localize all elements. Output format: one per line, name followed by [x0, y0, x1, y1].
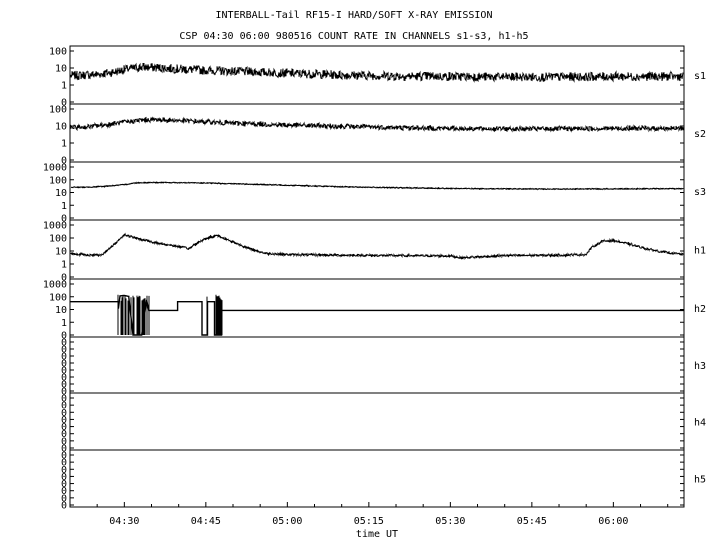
series-line-s1 [70, 62, 684, 83]
chart-title: INTERBALL-Tail RF15-I HARD/SOFT X-RAY EM… [216, 10, 493, 21]
x-tick-label: 05:45 [517, 516, 547, 527]
y-tick-label: 0 [61, 373, 67, 384]
y-tick-label: 0 [61, 345, 67, 356]
y-tick-label: 0 [61, 465, 67, 476]
y-tick-label: 0 [61, 415, 67, 426]
series-label: h2 [694, 304, 706, 315]
y-tick-label: 0 [61, 408, 67, 419]
series-label: h1 [694, 246, 706, 257]
y-tick-label: 0 [61, 458, 67, 469]
series-burst-h2 [117, 294, 150, 335]
y-tick-label: 10 [55, 64, 67, 75]
y-tick-label: 0 [61, 273, 67, 284]
series-label: s3 [694, 187, 706, 198]
series-line-s2 [70, 116, 684, 133]
y-tick-label: 0 [61, 436, 67, 447]
y-tick-label: 0 [61, 422, 67, 433]
panel-frame [69, 278, 685, 338]
y-tick-label: 1000 [43, 163, 67, 174]
y-tick-label: 0 [61, 98, 67, 109]
y-tick-label: 1 [61, 318, 67, 329]
y-tick-label: 0 [61, 366, 67, 377]
y-tick-label: 0 [61, 156, 67, 167]
y-tick-label: 0 [61, 352, 67, 363]
panel-frame [69, 219, 685, 280]
x-tick-label: 06:00 [598, 516, 628, 527]
y-tick-label: 0 [61, 401, 67, 412]
panel-frame [69, 103, 685, 163]
x-tick-label: 05:30 [435, 516, 465, 527]
y-tick-label: 0 [61, 214, 67, 225]
series-line-h1 [70, 232, 684, 260]
y-tick-label: 0 [61, 472, 67, 483]
y-tick-label: 0 [61, 444, 67, 455]
series-label: h4 [694, 418, 706, 429]
y-tick-label: 0 [61, 387, 67, 398]
panels: s11001010s21001010s310001001010h11000100… [43, 45, 706, 512]
y-tick-label: 10 [55, 247, 67, 258]
chart-subtitle: CSP 04:30 06:00 980516 COUNT RATE IN CHA… [179, 31, 528, 42]
y-tick-label: 100 [49, 292, 67, 303]
y-tick-label: 10 [55, 122, 67, 133]
y-tick-label: 0 [61, 380, 67, 391]
series-label: s1 [694, 71, 706, 82]
series-burst-h2 [215, 294, 223, 335]
y-tick-label: 0 [61, 479, 67, 490]
x-axis-label: time UT [356, 529, 398, 540]
y-tick-label: 0 [61, 359, 67, 370]
series-line-h2 [70, 294, 684, 336]
x-tick-label: 04:45 [191, 516, 221, 527]
series-label: h5 [694, 475, 706, 486]
y-tick-label: 1 [61, 81, 67, 92]
y-tick-label: 1000 [43, 280, 67, 291]
y-tick-label: 0 [61, 394, 67, 405]
x-axis: 04:30 04:45 05:00 05:15 05:30 05:45 06:00 [69, 502, 669, 527]
x-tick-label: 04:30 [109, 516, 139, 527]
y-tick-label: 0 [61, 429, 67, 440]
panel-frame [69, 449, 685, 508]
y-tick-label: 0 [61, 331, 67, 342]
y-tick-label: 100 [49, 234, 67, 245]
y-tick-label: 1 [61, 201, 67, 212]
y-tick-label: 1000 [43, 221, 67, 232]
y-tick-label: 0 [61, 493, 67, 504]
y-tick-label: 0 [61, 338, 67, 349]
y-tick-label: 1 [61, 260, 67, 271]
y-tick-label: 100 [49, 105, 67, 116]
x-tick-label: 05:15 [354, 516, 384, 527]
y-tick-label: 100 [49, 175, 67, 186]
series-line-s3 [70, 181, 684, 191]
panel-frame [69, 336, 685, 394]
y-tick-label: 0 [61, 451, 67, 462]
series-label: s2 [694, 129, 706, 140]
y-tick-label: 10 [55, 305, 67, 316]
panel-frame [69, 161, 685, 221]
y-tick-label: 100 [49, 47, 67, 58]
y-tick-label: 0 [61, 501, 67, 512]
y-tick-label: 10 [55, 188, 67, 199]
panel-frame [69, 392, 685, 451]
series-label: h3 [694, 361, 706, 372]
x-tick-label: 05:00 [272, 516, 302, 527]
y-tick-label: 1 [61, 139, 67, 150]
y-tick-label: 0 [61, 486, 67, 497]
